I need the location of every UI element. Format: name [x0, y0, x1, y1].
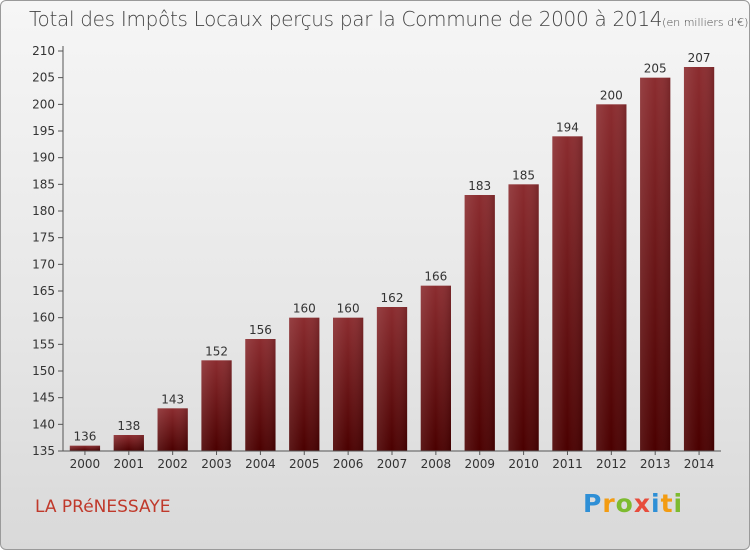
chart-title-text: Total des Impôts Locaux perçus par la Co… — [29, 7, 663, 31]
x-tick-label: 2007 — [377, 457, 408, 471]
data-label: 166 — [424, 270, 447, 284]
y-tick-label: 185 — [32, 177, 55, 191]
y-tick-label: 195 — [32, 124, 55, 138]
logo-letter: i — [673, 489, 684, 518]
y-tick-label: 155 — [32, 337, 55, 351]
bar-shading — [640, 77, 671, 452]
proxiti-logo: Proxiti — [583, 489, 683, 518]
y-tick-label: 150 — [32, 364, 55, 378]
y-tick-label: 190 — [32, 151, 55, 165]
bar-shading — [552, 136, 583, 452]
logo-letter: r — [602, 489, 616, 518]
data-label: 162 — [381, 291, 404, 305]
y-tick-label: 135 — [32, 444, 55, 458]
y-tick-label: 160 — [32, 311, 55, 325]
data-label: 194 — [556, 120, 579, 134]
bar-shading — [376, 307, 408, 451]
x-tick-label: 2008 — [421, 457, 452, 471]
bar-shading — [113, 435, 144, 451]
x-tick-label: 2011 — [552, 457, 583, 471]
bar-shading — [157, 408, 188, 451]
logo-letter: x — [633, 489, 651, 518]
x-tick-label: 2013 — [640, 457, 671, 471]
bar-shading — [332, 317, 364, 451]
data-label: 160 — [337, 302, 360, 316]
data-label: 143 — [161, 392, 184, 406]
y-tick-label: 170 — [32, 257, 55, 271]
commune-name: LA PRéNESSAYE — [35, 497, 171, 517]
data-label: 152 — [205, 344, 228, 358]
chart-unit: (en milliers d'€) — [662, 16, 749, 29]
data-label: 138 — [117, 419, 140, 433]
x-tick-label: 2014 — [684, 457, 715, 471]
x-tick-label: 2010 — [508, 457, 539, 471]
bar-shading — [683, 67, 715, 451]
data-label: 185 — [512, 168, 535, 182]
y-tick-label: 145 — [32, 391, 55, 405]
data-label: 207 — [688, 51, 711, 65]
x-tick-label: 2003 — [201, 457, 232, 471]
logo-letter: i — [651, 489, 661, 518]
y-tick-label: 180 — [32, 204, 55, 218]
x-tick-label: 2002 — [157, 457, 188, 471]
x-tick-label: 2006 — [333, 457, 364, 471]
data-label: 160 — [293, 302, 316, 316]
x-tick-label: 2000 — [70, 457, 101, 471]
logo-letter: P — [583, 489, 603, 518]
bar-shading — [245, 339, 276, 451]
data-label: 156 — [249, 323, 272, 337]
logo-letter: o — [615, 489, 634, 518]
bar-shading — [596, 104, 627, 451]
x-tick-label: 2004 — [245, 457, 276, 471]
y-tick-label: 165 — [32, 284, 55, 298]
x-tick-label: 2005 — [289, 457, 320, 471]
data-label: 200 — [600, 88, 623, 102]
x-tick-label: 2009 — [464, 457, 495, 471]
y-tick-label: 200 — [32, 97, 55, 111]
data-label: 183 — [468, 179, 491, 193]
bar-shading — [420, 285, 452, 451]
bar-shading — [201, 360, 232, 451]
data-label: 205 — [644, 62, 667, 76]
bar-shading — [508, 184, 539, 452]
y-tick-label: 210 — [32, 44, 55, 58]
data-label: 136 — [73, 430, 96, 444]
bar-shading — [289, 317, 320, 451]
y-tick-label: 205 — [32, 71, 55, 85]
x-tick-label: 2001 — [114, 457, 145, 471]
bar-shading — [464, 195, 495, 451]
logo-letter: t — [660, 489, 674, 518]
x-tick-label: 2012 — [596, 457, 627, 471]
y-tick-label: 175 — [32, 231, 55, 245]
chart-title: Total des Impôts Locaux perçus par la Co… — [29, 7, 748, 31]
y-tick-label: 140 — [32, 417, 55, 431]
bar-shading — [69, 445, 101, 451]
